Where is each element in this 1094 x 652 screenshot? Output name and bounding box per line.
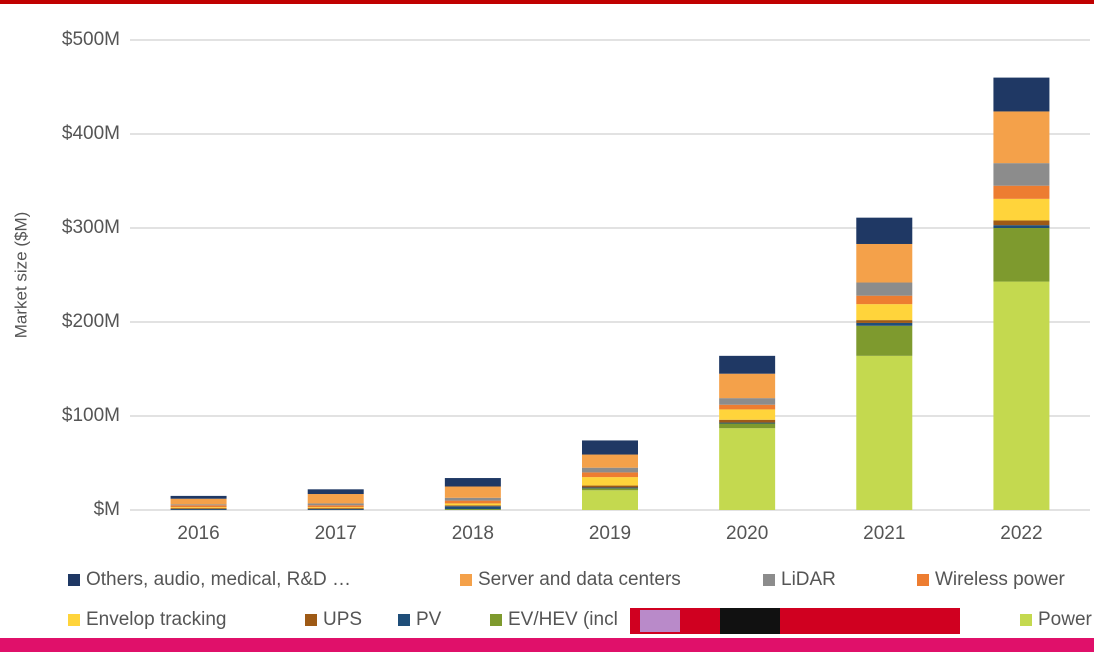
bar-segment	[170, 504, 227, 506]
bar-segment	[444, 497, 501, 501]
legend-swatch	[305, 614, 317, 626]
y-axis-label: Market size ($M)	[11, 212, 30, 339]
legend-swatch	[490, 614, 502, 626]
legend-swatch	[1020, 614, 1032, 626]
y-tick-label: $M	[94, 499, 120, 520]
bottom-band	[0, 638, 1094, 652]
legend-label: Server and data centers	[478, 569, 681, 590]
legend-swatch	[398, 614, 410, 626]
bar-segment	[307, 507, 364, 509]
legend-label: Power supply	[1038, 609, 1094, 630]
x-tick-label: 2022	[1000, 523, 1042, 544]
bar-segment	[856, 355, 913, 510]
legend-label: LiDAR	[781, 569, 836, 590]
y-tick-label: $200M	[62, 311, 120, 332]
bar-segment	[444, 509, 501, 510]
bar-segment	[993, 225, 1050, 228]
legend-swatch	[460, 574, 472, 586]
bar-segment	[856, 282, 913, 296]
bar-segment	[307, 509, 364, 510]
bar-segment	[856, 243, 913, 283]
bar-segment	[719, 428, 776, 510]
bar-segment	[582, 488, 638, 491]
x-tick-label: 2017	[315, 523, 357, 544]
bar-segment	[582, 487, 638, 489]
x-tick-label: 2018	[452, 523, 494, 544]
bar-segment	[719, 409, 776, 420]
bar-segment	[993, 163, 1050, 186]
y-tick-label: $500M	[62, 29, 120, 50]
bar-segment	[444, 486, 501, 498]
bar-segment	[719, 404, 776, 410]
x-tick-label: 2016	[177, 523, 219, 544]
bar-segment	[307, 489, 364, 495]
bar-segment	[170, 505, 227, 508]
bar-segment	[582, 472, 638, 478]
bar-segment	[719, 373, 776, 399]
legend-label: PV	[416, 609, 442, 630]
legend-swatch	[763, 574, 775, 586]
bar-segment	[582, 467, 638, 473]
bar-segment	[993, 77, 1050, 112]
bar-segment	[170, 509, 227, 510]
y-tick-label: $400M	[62, 123, 120, 144]
x-tick-label: 2021	[863, 523, 905, 544]
bar-segment	[993, 111, 1050, 164]
bar-segment	[444, 500, 501, 504]
legend-label: Wireless power	[935, 569, 1066, 590]
bar-segment	[307, 494, 364, 504]
y-tick-label: $100M	[62, 405, 120, 426]
legend-swatch	[68, 614, 80, 626]
x-tick-label: 2019	[589, 523, 631, 544]
bar-segment	[993, 281, 1050, 510]
bar-segment	[170, 498, 227, 505]
bar-segment	[856, 325, 913, 356]
top-rule	[0, 0, 1094, 4]
bar-segment	[307, 503, 364, 506]
bar-segment	[856, 295, 913, 305]
bar-segment	[582, 454, 638, 468]
bar-segment	[993, 220, 1050, 226]
legend-label: Envelop tracking	[86, 609, 226, 630]
redacted-area	[630, 608, 960, 634]
bar-segment	[719, 422, 776, 424]
bar-segment	[993, 198, 1050, 221]
bar-segment	[993, 185, 1050, 199]
bar-segment	[856, 322, 913, 326]
bar-segment	[170, 508, 227, 510]
x-tick-label: 2020	[726, 523, 768, 544]
bar-segment	[170, 495, 227, 499]
bar-segment	[856, 304, 913, 321]
bar-segment	[170, 507, 227, 509]
bar-segment	[444, 503, 501, 506]
legend-label: UPS	[323, 609, 362, 630]
legend-label: Others, audio, medical, R&D …	[86, 569, 351, 590]
bar-segment	[582, 485, 638, 488]
bar-segment	[719, 419, 776, 423]
legend-swatch	[917, 574, 929, 586]
bar-segment	[307, 505, 364, 508]
bar-segment	[719, 355, 776, 374]
legend-swatch	[68, 574, 80, 586]
bar-segment	[582, 490, 638, 510]
legend-label: EV/HEV (incl	[508, 609, 618, 630]
bar-segment	[993, 228, 1050, 282]
bar-segment	[444, 478, 501, 487]
y-tick-label: $300M	[62, 217, 120, 238]
bar-segment	[444, 506, 501, 510]
bar-segment	[719, 398, 776, 405]
bar-segment	[307, 508, 364, 510]
bar-segment	[719, 423, 776, 429]
bar-segment	[856, 217, 913, 244]
bar-segment	[856, 320, 913, 323]
bar-segment	[444, 505, 501, 507]
bar-segment	[582, 477, 638, 486]
bar-segment	[582, 440, 638, 455]
